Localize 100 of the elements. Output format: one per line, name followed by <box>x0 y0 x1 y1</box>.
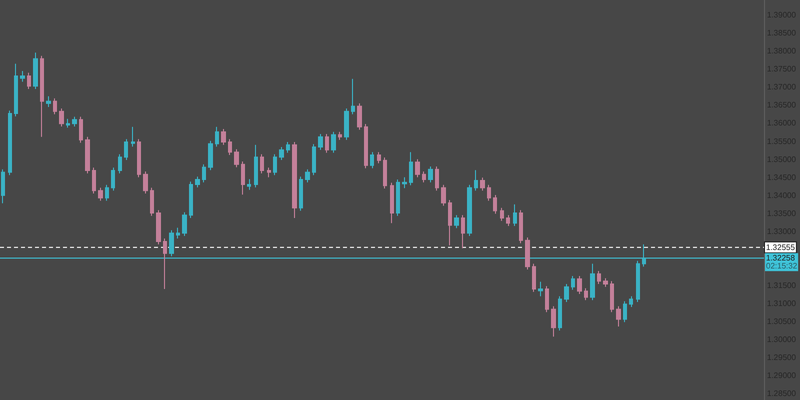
candlestick <box>616 306 621 327</box>
candlestick <box>409 152 413 186</box>
candlestick <box>247 178 251 190</box>
candlestick <box>208 140 213 171</box>
candlestick <box>402 176 407 189</box>
candlestick <box>467 184 472 237</box>
annotation: 02:15:32 <box>766 262 798 271</box>
candlestick <box>182 212 187 237</box>
candlestick <box>150 187 154 216</box>
candlestick <box>577 276 582 295</box>
candlestick <box>435 166 439 192</box>
candlestick <box>370 152 374 169</box>
candlestick <box>487 184 491 202</box>
candlestick <box>286 141 290 154</box>
candlestick <box>603 278 608 288</box>
candlestick <box>189 181 193 219</box>
candlestick <box>415 158 420 178</box>
candlestick <box>364 123 368 169</box>
candlestick <box>325 134 329 154</box>
candlestick <box>519 210 523 244</box>
candlestick <box>143 171 148 194</box>
candlestick <box>500 207 504 222</box>
candlestick <box>305 168 310 183</box>
candlestick <box>111 167 115 192</box>
candlestick <box>532 263 536 292</box>
candlestick <box>118 154 122 174</box>
candlestick <box>571 276 575 290</box>
candlestick <box>610 280 614 313</box>
candlestick <box>506 214 510 226</box>
candlestick <box>234 148 239 168</box>
candlestick <box>8 110 12 176</box>
candlestick <box>292 141 297 219</box>
candlestick <box>545 286 549 313</box>
candlestick <box>357 102 362 130</box>
candlestick <box>551 306 556 338</box>
candlestick <box>480 177 485 192</box>
candlestick <box>33 52 38 90</box>
candlestick <box>584 288 588 301</box>
candlestick <box>493 194 497 214</box>
candlestick <box>260 154 264 174</box>
candlestick <box>279 146 284 160</box>
candlestick <box>331 131 336 154</box>
candlestick <box>176 227 180 240</box>
candlestick <box>642 244 646 268</box>
candlestick <box>46 96 51 108</box>
candlestick <box>312 144 316 176</box>
candlestick <box>299 176 303 212</box>
candlestick <box>137 138 141 178</box>
candlestick <box>14 63 18 117</box>
candlestick <box>1 168 5 204</box>
candlestick <box>629 296 633 308</box>
candlestick <box>428 166 433 183</box>
candlestick <box>221 128 226 146</box>
candlestick <box>241 160 245 196</box>
candlestick <box>538 281 543 297</box>
candlestick <box>27 72 31 90</box>
candlestick <box>124 138 128 160</box>
candlestick <box>53 98 57 115</box>
candlestick <box>254 144 258 188</box>
candlestick <box>85 136 90 174</box>
candlestick <box>383 156 387 189</box>
candlestick <box>98 187 103 202</box>
candlestick <box>72 116 77 127</box>
candlestick <box>441 184 446 206</box>
candlestick <box>338 131 342 140</box>
candlestick <box>59 108 64 127</box>
candlestick <box>474 170 478 192</box>
candlestick <box>461 214 465 249</box>
candlestick <box>623 300 627 323</box>
candlestick <box>105 184 109 202</box>
candlestick <box>636 260 640 302</box>
candlestick <box>202 164 206 183</box>
candlestick <box>513 204 517 226</box>
candlestick <box>92 167 96 194</box>
candlestick <box>396 178 400 216</box>
candlestick <box>215 126 219 148</box>
candlestick <box>40 55 44 138</box>
candlestick <box>597 270 601 284</box>
candlestick <box>267 167 271 178</box>
candlestick <box>66 118 70 128</box>
candlestick <box>20 70 25 82</box>
candlestick <box>169 230 174 257</box>
candlestick <box>156 210 161 245</box>
candlestick <box>448 200 452 246</box>
candlestick <box>351 78 355 115</box>
candlestick <box>525 236 530 270</box>
candlestick <box>79 116 83 144</box>
ref-line-label: 1.32555 <box>766 242 796 252</box>
candlestick <box>131 126 135 148</box>
candlestick <box>163 238 167 290</box>
candlestick <box>273 154 277 176</box>
candlestick <box>564 283 569 302</box>
ref-line-label: 1.32258 <box>766 254 796 263</box>
candlestick <box>390 182 394 224</box>
candlestick <box>454 214 459 229</box>
candlestick <box>377 152 381 164</box>
candlestick <box>195 176 200 188</box>
candlestick <box>228 138 232 156</box>
candlestick <box>422 171 426 183</box>
candlestick <box>318 134 323 150</box>
